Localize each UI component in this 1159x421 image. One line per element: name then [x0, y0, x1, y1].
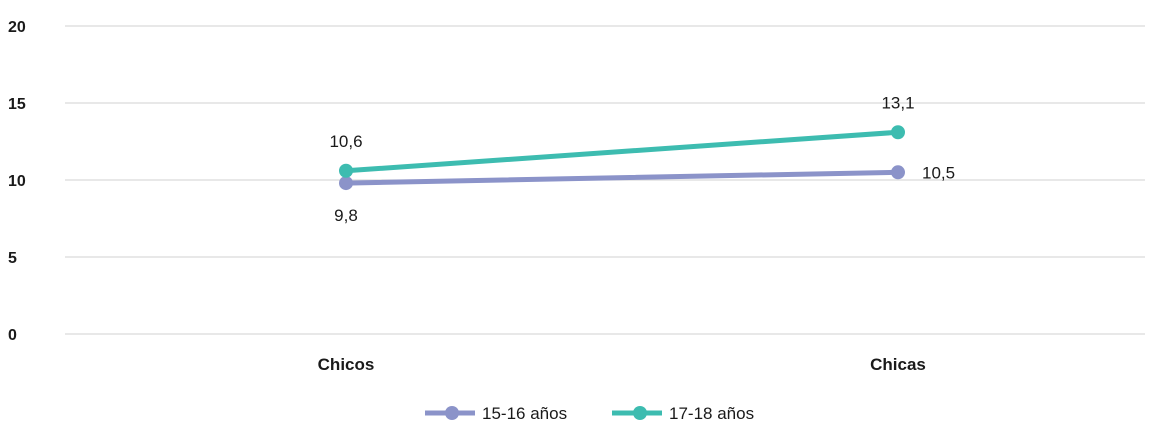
data-label-s1-p0: 10,6: [329, 132, 362, 151]
legend-label-15-16: 15-16 años: [482, 404, 567, 421]
x-tick-label-chicos: Chicos: [318, 355, 375, 374]
legend-marker-17-18: [633, 406, 647, 420]
y-tick-label: 5: [8, 250, 17, 267]
legend-marker-15-16: [445, 406, 459, 420]
data-point-s1-p1: [891, 125, 905, 140]
series: [339, 125, 905, 191]
y-tick-label: 10: [8, 173, 26, 190]
data-label-s1-p1: 13,1: [881, 93, 914, 112]
y-tick-label: 15: [8, 96, 26, 113]
y-axis-ticks: 0 5 10 15 20: [8, 19, 26, 344]
series-line-0: [343, 169, 901, 186]
data-labels: 9,8 10,5 10,6 13,1: [329, 93, 955, 225]
x-axis-ticks: Chicos Chicas: [318, 355, 926, 374]
data-label-s0-p1: 10,5: [922, 163, 955, 182]
legend-label-17-18: 17-18 años: [669, 404, 754, 421]
x-tick-label-chicas: Chicas: [870, 355, 926, 374]
data-point-s0-p0: [339, 176, 353, 191]
y-tick-label: 20: [8, 19, 26, 36]
legend: 15-16 años 17-18 años: [425, 404, 754, 421]
data-point-s0-p1: [891, 165, 905, 180]
y-tick-label: 0: [8, 327, 17, 344]
data-point-s1-p0: [339, 163, 353, 178]
series-line-1: [343, 129, 901, 174]
data-label-s0-p0: 9,8: [334, 206, 358, 225]
